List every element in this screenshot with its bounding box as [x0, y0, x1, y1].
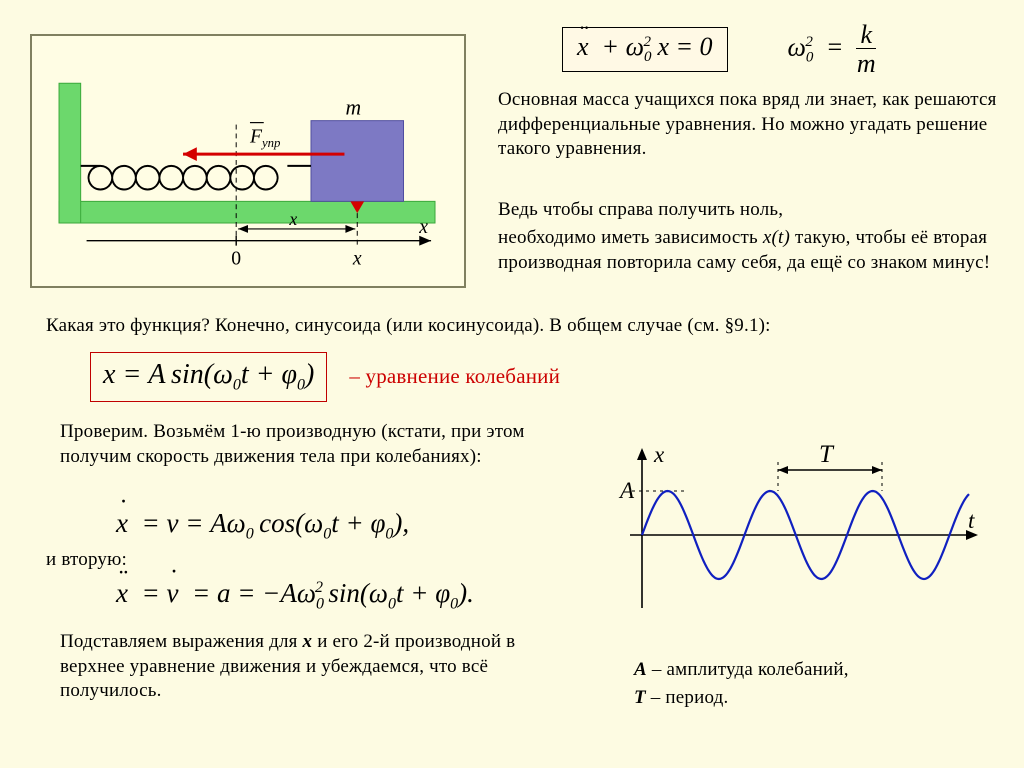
x-end-label: x: [352, 247, 362, 269]
sine-wave-plot: x t A T: [570, 440, 990, 630]
paragraph-1: Основная масса учащихся пока вряд ли зна…: [498, 88, 1004, 162]
zero-label: 0: [231, 247, 241, 269]
diagram-svg: m Fупр x 0: [32, 36, 464, 286]
svg-text:t: t: [968, 508, 975, 533]
svg-text:T: T: [819, 441, 835, 468]
paragraph-3: Какая это функция? Конечно, синусоида (и…: [46, 314, 986, 339]
top-equations: x¨ + ω02 x = 0 ω02 = k m: [562, 22, 876, 77]
paragraph-4: Проверим. Возьмём 1-ю производную (кстат…: [60, 420, 530, 469]
velocity-equation: x˙ = v = Aω0 cos(ω0t + φ0),: [116, 508, 409, 543]
paragraph-2b: необходимо иметь зависимость x(t) такую,…: [498, 226, 1004, 275]
x-axis-label: x: [418, 216, 428, 238]
acceleration-equation: x¨ = v˙ = a = −Aω02 sin(ω0t + φ0).: [116, 578, 474, 613]
spring-mass-diagram: m Fупр x 0: [30, 34, 466, 288]
solution-equation: x = A sin(ω0t + φ0): [90, 352, 327, 402]
svg-text:x: x: [653, 442, 665, 467]
x-dim-label: x: [288, 209, 297, 229]
solution-label: – уравнение колебаний: [349, 363, 560, 390]
paragraph-5: и вторую:: [46, 548, 127, 573]
force-label: Fупр: [249, 125, 281, 150]
paragraph-2a: Ведь чтобы справа получить ноль,: [498, 198, 1004, 223]
mass-label: m: [345, 96, 361, 120]
paragraph-6: Подставляем выражения для x и его 2-й пр…: [60, 630, 540, 704]
diff-equation: x¨ + ω02 x = 0: [562, 27, 728, 71]
page-content: x¨ + ω02 x = 0 ω02 = k m m: [0, 0, 1024, 768]
period-caption: T – период.: [634, 686, 728, 711]
omega-definition: ω02 = k m: [788, 22, 876, 77]
amplitude-caption: A – амплитуда колебаний,: [634, 658, 849, 683]
